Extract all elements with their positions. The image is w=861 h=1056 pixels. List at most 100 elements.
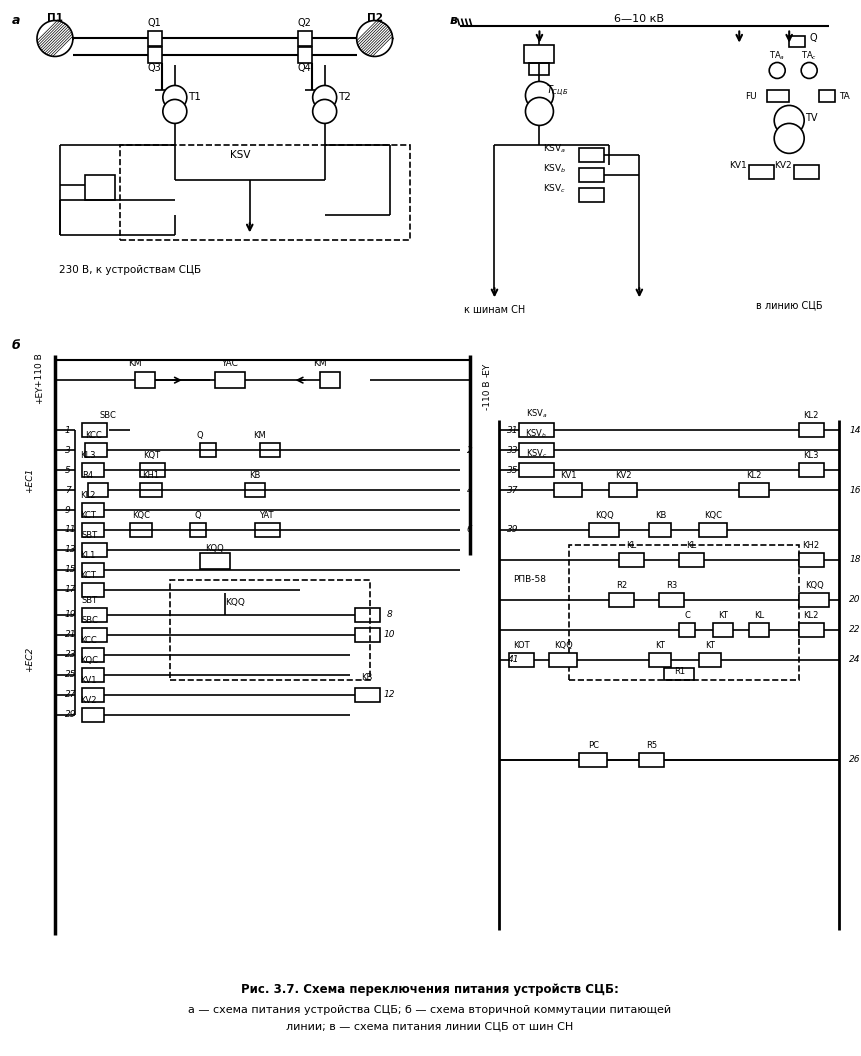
Text: Q: Q — [195, 511, 201, 520]
Text: 1: 1 — [65, 426, 71, 435]
Text: FU: FU — [746, 92, 757, 101]
Bar — [214, 372, 245, 389]
Text: KQC: KQC — [132, 511, 150, 520]
Text: 39: 39 — [507, 526, 519, 534]
Text: SBT: SBT — [82, 531, 98, 540]
Bar — [82, 464, 104, 477]
Bar — [799, 623, 824, 637]
Bar — [749, 623, 769, 637]
Text: $T_{СЦБ}$: $T_{СЦБ}$ — [546, 83, 568, 98]
Bar — [740, 483, 769, 497]
Text: 29: 29 — [65, 711, 77, 719]
Bar — [799, 464, 824, 477]
Text: KL2: KL2 — [803, 411, 819, 420]
Bar — [679, 623, 696, 637]
Bar — [510, 653, 535, 666]
Circle shape — [802, 62, 817, 78]
Text: 35: 35 — [507, 466, 519, 474]
Text: линии; в — схема питания линии СЦБ от шин СН: линии; в — схема питания линии СЦБ от ши… — [286, 1021, 573, 1032]
Text: KSV$_b$: KSV$_b$ — [542, 163, 567, 174]
Text: 3: 3 — [65, 446, 71, 454]
Text: KH1: KH1 — [142, 471, 159, 480]
Bar — [319, 372, 339, 389]
Text: SBC: SBC — [82, 616, 99, 625]
Text: 41: 41 — [507, 656, 519, 664]
Bar — [82, 608, 107, 622]
Bar — [590, 523, 619, 538]
Text: 31: 31 — [507, 426, 519, 435]
Bar — [579, 188, 604, 203]
Bar — [170, 580, 369, 680]
Text: KOT: KOT — [513, 641, 530, 649]
Text: R5: R5 — [646, 740, 657, 750]
Text: 12: 12 — [384, 691, 395, 699]
Text: YAC: YAC — [221, 359, 238, 369]
Text: 24: 24 — [849, 656, 861, 664]
Text: -EY: -EY — [483, 363, 492, 377]
Text: KL2: KL2 — [803, 611, 819, 620]
Bar — [679, 553, 704, 567]
Bar — [189, 523, 206, 538]
Bar — [699, 523, 728, 538]
Polygon shape — [37, 20, 73, 56]
Bar — [579, 168, 604, 183]
Text: 13: 13 — [65, 546, 77, 554]
Bar — [519, 444, 554, 457]
Bar — [82, 523, 104, 538]
Text: KQQ: KQQ — [805, 581, 823, 590]
Text: KV1: KV1 — [561, 471, 577, 480]
Text: YAT: YAT — [259, 511, 274, 520]
Text: TV: TV — [805, 113, 817, 124]
Text: KB: KB — [654, 511, 666, 520]
Bar — [130, 523, 152, 538]
Text: +EY: +EY — [35, 385, 45, 404]
Bar — [82, 583, 104, 597]
Text: 5: 5 — [65, 466, 71, 474]
Text: KQQ: KQQ — [595, 511, 614, 520]
Circle shape — [774, 106, 804, 135]
Text: SBT: SBT — [82, 596, 98, 605]
Bar — [82, 708, 104, 722]
Circle shape — [769, 62, 785, 78]
Bar — [82, 563, 104, 577]
Text: KQC: KQC — [704, 511, 722, 520]
Text: KL2: KL2 — [80, 491, 96, 501]
Text: KB: KB — [249, 471, 260, 480]
Text: SBC: SBC — [100, 411, 117, 420]
Bar — [519, 423, 554, 437]
Bar — [524, 45, 554, 63]
Bar — [660, 592, 684, 607]
Circle shape — [163, 86, 187, 110]
Text: KV2: KV2 — [80, 696, 96, 704]
Circle shape — [525, 81, 554, 110]
Bar — [355, 608, 380, 622]
Text: 37: 37 — [507, 486, 519, 494]
Bar — [799, 553, 824, 567]
Text: KCC: KCC — [85, 431, 102, 440]
Bar — [713, 623, 734, 637]
Text: KB: KB — [361, 673, 372, 682]
Text: KT: KT — [705, 641, 715, 649]
Bar — [355, 628, 380, 642]
Text: KL1: KL1 — [80, 551, 96, 560]
Bar — [120, 146, 410, 241]
Bar — [148, 31, 162, 46]
Text: Q1: Q1 — [148, 18, 162, 27]
Bar — [519, 464, 554, 477]
Text: +EC1: +EC1 — [26, 468, 34, 493]
Bar — [619, 553, 644, 567]
Bar — [298, 48, 312, 63]
Text: а — схема питания устройства СЦБ; б — схема вторичной коммутации питающей: а — схема питания устройства СЦБ; б — сх… — [188, 1004, 671, 1015]
Bar — [749, 166, 774, 180]
Text: KCT: KCT — [80, 511, 96, 520]
Text: KL: KL — [686, 541, 697, 550]
Text: KH2: KH2 — [802, 541, 820, 550]
Bar — [148, 48, 162, 63]
Bar — [82, 687, 104, 702]
Text: 10: 10 — [384, 630, 395, 639]
Bar — [200, 444, 216, 457]
Bar — [139, 464, 164, 477]
Text: R4: R4 — [83, 471, 94, 480]
Text: П1: П1 — [47, 13, 63, 22]
Bar — [649, 653, 672, 666]
